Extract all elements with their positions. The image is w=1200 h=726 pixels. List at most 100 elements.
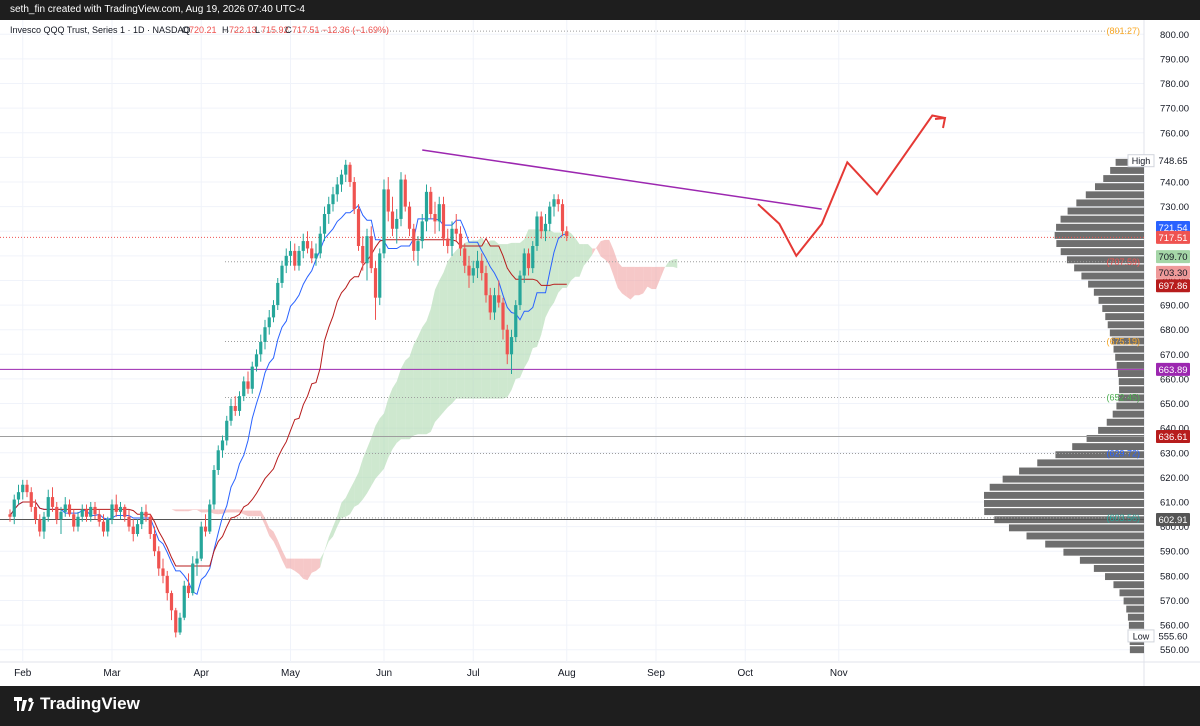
- candle-down: [369, 236, 373, 269]
- volume-profile-bar: [1106, 418, 1144, 426]
- cloud-segment: [422, 321, 427, 435]
- volume-profile: [984, 158, 1144, 654]
- price-label: 703.30: [1158, 268, 1187, 279]
- volume-profile-bar: [1128, 621, 1144, 629]
- cloud-segment: [269, 527, 274, 542]
- volume-profile-bar: [1098, 426, 1144, 434]
- candle-down: [526, 253, 531, 269]
- candle-down: [560, 204, 565, 232]
- y-tick-label: 660.00: [1160, 374, 1189, 385]
- candle-down: [93, 506, 97, 515]
- candle-down: [429, 191, 433, 214]
- top-credit-bar: seth_fin created with TradingView.com, A…: [0, 0, 1200, 20]
- volume-profile-bar: [1113, 581, 1144, 589]
- price-label-box: [1156, 429, 1190, 443]
- candle-up: [63, 504, 67, 512]
- candle-up: [344, 164, 348, 175]
- y-tick-label: 600.00: [1160, 522, 1189, 533]
- candle-down: [348, 164, 352, 182]
- volume-profile-bar: [1037, 459, 1144, 467]
- candle-up: [76, 516, 80, 527]
- candle-down: [25, 484, 29, 493]
- volume-profile-bar: [1112, 410, 1144, 418]
- volume-profile-bar: [1102, 305, 1144, 312]
- candle-up: [212, 470, 216, 505]
- cloud-segment: [367, 438, 372, 494]
- candle-down: [186, 585, 191, 594]
- candle-down: [174, 610, 178, 633]
- candle-up: [509, 337, 514, 355]
- y-tick-label: 770.00: [1160, 104, 1189, 115]
- y-tick-label: 780.00: [1160, 79, 1189, 90]
- candle-up: [548, 206, 552, 224]
- cloud-segment: [248, 510, 253, 517]
- fib-label: (675.19): [1106, 337, 1140, 347]
- candle-down: [246, 381, 250, 389]
- cloud-segment: [545, 229, 550, 318]
- cloud-segment: [617, 262, 622, 294]
- candle-up: [543, 223, 548, 232]
- cloud-segment: [571, 233, 576, 281]
- price-chart[interactable]: (801.27) (707.59) (675.19) (652.45) (629.72)…: [0, 20, 1200, 686]
- candle-up: [450, 228, 454, 246]
- volume-profile-bar: [1119, 589, 1144, 597]
- candle-down: [484, 273, 488, 296]
- volume-profile-bar: [1093, 565, 1144, 572]
- candle-down: [356, 209, 361, 246]
- candle-up: [395, 218, 399, 229]
- candle-down: [161, 568, 165, 576]
- fib-label: (603.56): [1106, 513, 1140, 523]
- candle-down: [458, 233, 463, 249]
- x-month-label: Apr: [193, 668, 209, 679]
- candle-up: [263, 327, 267, 342]
- y-tick-label: 640.00: [1160, 424, 1189, 435]
- candle-up: [220, 440, 225, 451]
- candle-up: [437, 204, 441, 222]
- y-tick-label: 620.00: [1160, 473, 1189, 484]
- candle-down: [84, 509, 89, 517]
- cloud-segment: [566, 230, 571, 288]
- candle-up: [535, 216, 539, 246]
- cloud-segment: [409, 344, 414, 440]
- cloud-segment: [392, 381, 397, 450]
- candle-up: [271, 305, 276, 318]
- volume-profile-bar: [1113, 345, 1144, 353]
- candle-up: [531, 246, 535, 269]
- candle-up: [339, 174, 344, 185]
- candle-up: [208, 504, 212, 532]
- cloud-segment: [286, 558, 291, 569]
- price-label: 721.54: [1158, 223, 1187, 234]
- volume-profile-bar: [1129, 646, 1144, 654]
- candle-up: [242, 381, 246, 397]
- legend-open: 720.21: [189, 25, 217, 35]
- volume-profile-bar: [1002, 475, 1144, 483]
- candle-down: [233, 406, 237, 411]
- chart-panel[interactable]: (801.27) (707.59) (675.19) (652.45) (629.72)…: [0, 20, 1200, 686]
- price-label: 663.89: [1158, 365, 1187, 376]
- cloud-segment: [226, 509, 231, 513]
- candle-up: [297, 250, 301, 266]
- candle-down: [407, 206, 412, 229]
- candle-down: [114, 504, 118, 512]
- legend-symbol[interactable]: Invesco QQQ Trust, Series 1 · 1D · NASDA…: [10, 25, 191, 35]
- price-label-box: [1156, 279, 1190, 293]
- candle-up: [182, 585, 186, 618]
- candle-up: [140, 511, 144, 525]
- cloud-segment: [473, 240, 478, 399]
- candle-up: [492, 295, 497, 313]
- candle-up: [416, 241, 420, 251]
- candle-up: [522, 253, 526, 276]
- volume-profile-bar: [1116, 361, 1144, 369]
- fib-label: (801.27): [1106, 26, 1140, 36]
- cloud-segment: [290, 558, 295, 571]
- cloud-segment: [320, 550, 325, 568]
- cloud-segment: [354, 472, 359, 507]
- cloud-segment: [265, 518, 270, 536]
- volume-profile-bar: [1103, 175, 1144, 182]
- candle-down: [127, 516, 131, 527]
- tradingview-logo[interactable]: TradingView: [14, 694, 140, 714]
- volume-profile-bar: [984, 508, 1144, 516]
- candle-up: [21, 484, 25, 493]
- price-label: 697.86: [1158, 281, 1187, 292]
- volume-profile-bar: [1076, 199, 1144, 207]
